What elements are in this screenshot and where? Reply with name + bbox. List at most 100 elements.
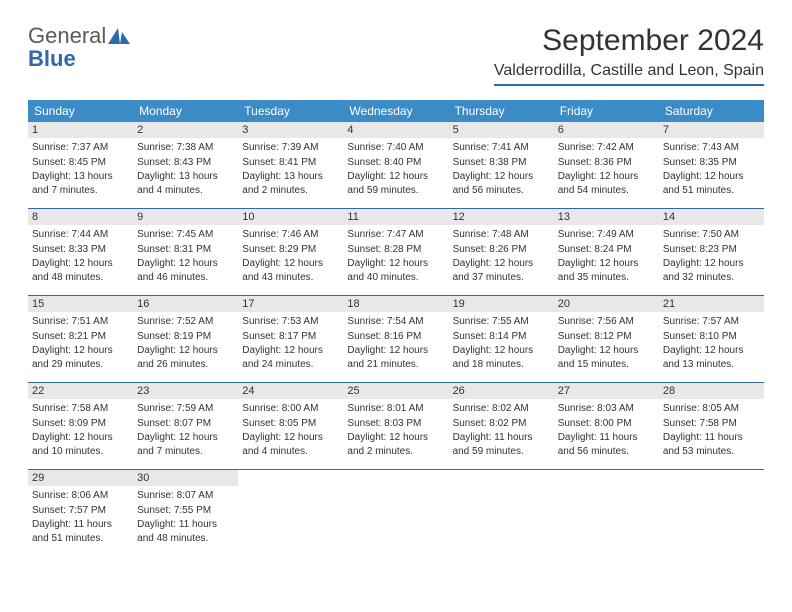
- sunrise-text: Sunrise: 8:02 AM: [453, 402, 550, 416]
- sunrise-text: Sunrise: 7:57 AM: [663, 315, 760, 329]
- sunrise-text: Sunrise: 7:58 AM: [32, 402, 129, 416]
- daylight-text: Daylight: 12 hours and 37 minutes.: [453, 257, 550, 284]
- sunset-text: Sunset: 8:38 PM: [453, 156, 550, 170]
- daylight-text: Daylight: 12 hours and 32 minutes.: [663, 257, 760, 284]
- daylight-text: Daylight: 12 hours and 56 minutes.: [453, 170, 550, 197]
- daylight-text: Daylight: 12 hours and 35 minutes.: [558, 257, 655, 284]
- daylight-text: Daylight: 12 hours and 13 minutes.: [663, 344, 760, 371]
- sunset-text: Sunset: 8:07 PM: [137, 417, 234, 431]
- sunset-text: Sunset: 8:00 PM: [558, 417, 655, 431]
- day-details: Sunrise: 8:01 AMSunset: 8:03 PMDaylight:…: [347, 402, 444, 458]
- header-right: September 2024 Valderrodilla, Castille a…: [494, 24, 764, 86]
- daylight-text: Daylight: 11 hours and 59 minutes.: [453, 431, 550, 458]
- day-details: Sunrise: 7:56 AMSunset: 8:12 PMDaylight:…: [558, 315, 655, 371]
- day-details: Sunrise: 7:54 AMSunset: 8:16 PMDaylight:…: [347, 315, 444, 371]
- sunset-text: Sunset: 8:17 PM: [242, 330, 339, 344]
- sunset-text: Sunset: 8:19 PM: [137, 330, 234, 344]
- day-number: 23: [133, 383, 238, 399]
- day-details: Sunrise: 7:49 AMSunset: 8:24 PMDaylight:…: [558, 228, 655, 284]
- sunrise-text: Sunrise: 8:05 AM: [663, 402, 760, 416]
- day-cell: [449, 470, 554, 556]
- sunrise-text: Sunrise: 7:40 AM: [347, 141, 444, 155]
- daylight-text: Daylight: 12 hours and 2 minutes.: [347, 431, 444, 458]
- daylight-text: Daylight: 12 hours and 51 minutes.: [663, 170, 760, 197]
- sunset-text: Sunset: 8:23 PM: [663, 243, 760, 257]
- sunset-text: Sunset: 8:29 PM: [242, 243, 339, 257]
- day-details: Sunrise: 8:06 AMSunset: 7:57 PMDaylight:…: [32, 489, 129, 545]
- day-number: 2: [133, 122, 238, 138]
- day-number: 5: [449, 122, 554, 138]
- header: General Blue September 2024 Valderrodill…: [28, 24, 764, 86]
- day-details: Sunrise: 7:45 AMSunset: 8:31 PMDaylight:…: [137, 228, 234, 284]
- sunset-text: Sunset: 8:40 PM: [347, 156, 444, 170]
- daylight-text: Daylight: 12 hours and 48 minutes.: [32, 257, 129, 284]
- sunset-text: Sunset: 8:21 PM: [32, 330, 129, 344]
- sunrise-text: Sunrise: 7:52 AM: [137, 315, 234, 329]
- day-headers: Sunday Monday Tuesday Wednesday Thursday…: [28, 100, 764, 122]
- sunrise-text: Sunrise: 7:59 AM: [137, 402, 234, 416]
- day-cell: 27Sunrise: 8:03 AMSunset: 8:00 PMDayligh…: [554, 383, 659, 469]
- sunset-text: Sunset: 8:45 PM: [32, 156, 129, 170]
- day-cell: 6Sunrise: 7:42 AMSunset: 8:36 PMDaylight…: [554, 122, 659, 208]
- day-number: 22: [28, 383, 133, 399]
- day-cell: [238, 470, 343, 556]
- calendar: Sunday Monday Tuesday Wednesday Thursday…: [28, 100, 764, 556]
- day-cell: 20Sunrise: 7:56 AMSunset: 8:12 PMDayligh…: [554, 296, 659, 382]
- daylight-text: Daylight: 12 hours and 7 minutes.: [137, 431, 234, 458]
- daylight-text: Daylight: 13 hours and 7 minutes.: [32, 170, 129, 197]
- sunset-text: Sunset: 8:05 PM: [242, 417, 339, 431]
- day-details: Sunrise: 7:38 AMSunset: 8:43 PMDaylight:…: [137, 141, 234, 197]
- sunset-text: Sunset: 8:09 PM: [32, 417, 129, 431]
- day-header-thursday: Thursday: [449, 100, 554, 122]
- sunset-text: Sunset: 8:36 PM: [558, 156, 655, 170]
- calendar-week: 22 Sunrise: 7:58 AMSunset: 8:09 PM Dayligh…: [28, 383, 764, 470]
- logo: General Blue: [28, 24, 132, 70]
- day-details: Sunrise: 8:02 AMSunset: 8:02 PMDaylight:…: [453, 402, 550, 458]
- sunrise-text: Sunrise: 7:56 AM: [558, 315, 655, 329]
- day-details: Sunrise: 7:48 AMSunset: 8:26 PMDaylight:…: [453, 228, 550, 284]
- day-cell: 3Sunrise: 7:39 AMSunset: 8:41 PMDaylight…: [238, 122, 343, 208]
- logo-blue: Blue: [28, 46, 76, 71]
- day-cell: 7Sunrise: 7:43 AMSunset: 8:35 PMDaylight…: [659, 122, 764, 208]
- day-cell: [659, 470, 764, 556]
- day-number: 13: [554, 209, 659, 225]
- sunrise-text: Sunrise: 7:55 AM: [453, 315, 550, 329]
- sunset-text: Sunset: 7:58 PM: [663, 417, 760, 431]
- day-details: Sunrise: 7:51 AMSunset: 8:21 PMDaylight:…: [32, 315, 129, 371]
- day-number: 27: [554, 383, 659, 399]
- sunset-text: Sunset: 8:14 PM: [453, 330, 550, 344]
- sunrise-text: Sunrise: 8:06 AM: [32, 489, 129, 503]
- day-number: 1: [28, 122, 133, 138]
- day-number: 6: [554, 122, 659, 138]
- day-details: Sunrise: 7:57 AMSunset: 8:10 PMDaylight:…: [663, 315, 760, 371]
- daylight-text: Daylight: 12 hours and 46 minutes.: [137, 257, 234, 284]
- daylight-text: Daylight: 12 hours and 15 minutes.: [558, 344, 655, 371]
- month-title: September 2024: [494, 24, 764, 58]
- day-number: 10: [238, 209, 343, 225]
- daylight-text: Daylight: 12 hours and 40 minutes.: [347, 257, 444, 284]
- day-details: Sunrise: 8:05 AMSunset: 7:58 PMDaylight:…: [663, 402, 760, 458]
- day-cell: 21Sunrise: 7:57 AMSunset: 8:10 PMDayligh…: [659, 296, 764, 382]
- day-cell: 28Sunrise: 8:05 AMSunset: 7:58 PMDayligh…: [659, 383, 764, 469]
- daylight-text: Daylight: 12 hours and 21 minutes.: [347, 344, 444, 371]
- sunrise-text: Sunrise: 8:01 AM: [347, 402, 444, 416]
- day-number: 24: [238, 383, 343, 399]
- daylight-text: Daylight: 12 hours and 4 minutes.: [242, 431, 339, 458]
- sunset-text: Sunset: 8:33 PM: [32, 243, 129, 257]
- day-details: Sunrise: 7:50 AMSunset: 8:23 PMDaylight:…: [663, 228, 760, 284]
- day-details: Sunrise: 7:39 AMSunset: 8:41 PMDaylight:…: [242, 141, 339, 197]
- sunrise-text: Sunrise: 7:38 AM: [137, 141, 234, 155]
- day-cell: 22Sunrise: 7:58 AMSunset: 8:09 PMDayligh…: [28, 383, 133, 469]
- sunrise-text: Sunrise: 7:47 AM: [347, 228, 444, 242]
- sunrise-text: Sunrise: 7:45 AM: [137, 228, 234, 242]
- sunset-text: Sunset: 7:57 PM: [32, 504, 129, 518]
- sunrise-text: Sunrise: 7:42 AM: [558, 141, 655, 155]
- sunset-text: Sunset: 8:24 PM: [558, 243, 655, 257]
- day-number: 11: [343, 209, 448, 225]
- calendar-week: 1Sunrise: 7:37 AMSunset: 8:45 PMDaylight…: [28, 122, 764, 209]
- day-number: 29: [28, 470, 133, 486]
- sunrise-text: Sunrise: 8:03 AM: [558, 402, 655, 416]
- daylight-text: Daylight: 12 hours and 18 minutes.: [453, 344, 550, 371]
- daylight-text: Daylight: 11 hours and 48 minutes.: [137, 518, 234, 545]
- day-details: Sunrise: 7:52 AMSunset: 8:19 PMDaylight:…: [137, 315, 234, 371]
